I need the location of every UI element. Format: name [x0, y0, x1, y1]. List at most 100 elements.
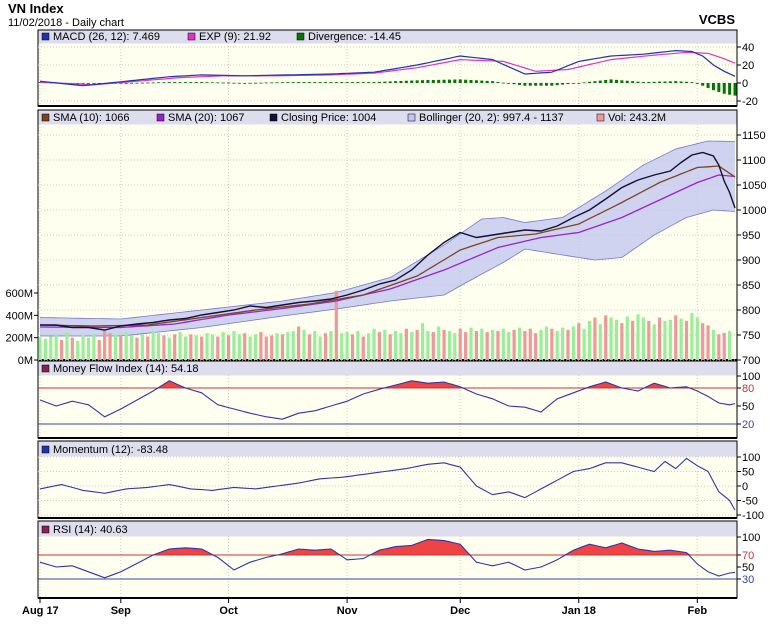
- rsi-legend-bar: [38, 521, 737, 537]
- divergence-bar: [588, 81, 592, 83]
- divergence-bar: [604, 80, 608, 83]
- sma10-line: [39, 165, 736, 327]
- mfi-tick-label: 20: [742, 419, 754, 431]
- divergence-bar: [297, 82, 301, 83]
- volume-bar: [334, 290, 338, 360]
- volume-bar: [674, 315, 678, 360]
- divergence-bar: [571, 83, 575, 84]
- volume-bar: [124, 332, 128, 360]
- volume-bar: [156, 333, 161, 360]
- volume-bar: [534, 333, 538, 360]
- divergence-bar: [652, 81, 656, 83]
- divergence-bar: [421, 80, 425, 83]
- rsi-line: [39, 538, 736, 579]
- volume-bar: [367, 333, 371, 360]
- volume-bar: [323, 333, 328, 360]
- chart-title: VN Index: [8, 1, 64, 16]
- sma10-legend-swatch: [41, 113, 50, 122]
- volume-bar: [711, 329, 716, 360]
- volume-bar: [113, 334, 118, 360]
- divergence-bar: [690, 82, 694, 83]
- volume-bar: [507, 332, 511, 360]
- sma20-legend-text: SMA (20): 1067: [168, 112, 244, 124]
- rsi-legend-swatch: [41, 525, 50, 534]
- volume-bar: [383, 329, 387, 360]
- volume-bar: [210, 334, 215, 360]
- volume-bar: [253, 334, 258, 360]
- closing-price-line: [40, 151, 736, 331]
- momentum-line: [39, 457, 736, 511]
- signal-line: [39, 51, 736, 86]
- divergence-bar: [701, 83, 705, 86]
- momentum-tick-label: 0: [742, 481, 748, 493]
- volume-bar: [464, 332, 468, 360]
- divergence-bar: [679, 81, 683, 83]
- mfi-line: [39, 380, 736, 420]
- volume-bar: [539, 329, 543, 360]
- divergence-bar: [614, 79, 618, 83]
- volume-bar: [307, 334, 311, 360]
- volume-bar: [388, 334, 392, 360]
- volume-bar: [566, 329, 570, 360]
- divergence-bar: [356, 82, 360, 83]
- volume-bar: [226, 335, 231, 360]
- macd-legend-bar: [38, 30, 737, 44]
- divergence-bar: [550, 83, 554, 86]
- volume-bar: [485, 332, 489, 360]
- divergence-bar: [302, 82, 306, 83]
- divergence-bar: [318, 82, 322, 83]
- divergence-bar: [248, 82, 252, 84]
- mfi-legend-swatch: [41, 364, 50, 373]
- divergence-bar: [598, 80, 602, 83]
- divergence-bar: [674, 81, 678, 83]
- divergence-bar: [399, 80, 403, 83]
- volume-bar: [221, 332, 225, 360]
- brand-label: VCBS: [699, 12, 735, 27]
- divergence-bar: [501, 82, 505, 84]
- divergence-bar: [270, 82, 274, 84]
- divergence-bar: [442, 79, 446, 83]
- volume-legend-text: Vol: 243.2M: [608, 112, 666, 124]
- volume-bar: [636, 314, 640, 360]
- divergence-bar: [593, 81, 597, 83]
- price-axis-tick-label: 1100: [742, 155, 766, 167]
- volume-bar: [162, 335, 166, 360]
- divergence-bar: [566, 83, 570, 85]
- divergence-bar: [81, 83, 85, 84]
- divergence-bar: [173, 82, 177, 83]
- divergence-bar: [523, 83, 527, 86]
- divergence-bar: [286, 82, 290, 83]
- divergence-bar: [183, 82, 187, 83]
- momentum-legend: Momentum (12): -83.48: [41, 444, 168, 456]
- momentum-legend-text: Momentum (12): -83.48: [53, 444, 168, 456]
- divergence-bar: [345, 82, 349, 83]
- mfi-legend-text: Money Flow Index (14): 54.18: [53, 363, 199, 375]
- volume-bar: [81, 335, 85, 360]
- volume-bar: [442, 329, 446, 360]
- volume-bar: [377, 332, 382, 360]
- divergence-bar: [491, 81, 495, 83]
- volume-bar: [38, 337, 42, 360]
- momentum-legend-swatch: [41, 445, 50, 454]
- macd-legend: MACD (26, 12): 7.469 EXP (9): 21.92 Dive…: [41, 31, 401, 43]
- volume-bar: [345, 332, 349, 360]
- bollinger-legend-text: Bollinger (20, 2): 997.4 - 1137: [419, 112, 564, 124]
- volume-bar: [313, 330, 317, 360]
- divergence-bar: [97, 83, 101, 84]
- volume-bar: [496, 330, 500, 360]
- divergence-bar: [361, 82, 365, 83]
- volume-bar: [458, 328, 462, 360]
- volume-bar: [523, 330, 527, 360]
- volume-bar: [571, 326, 575, 360]
- divergence-bar: [582, 82, 586, 84]
- macd-legend-text: MACD (26, 12): 7.469: [53, 31, 160, 43]
- volume-bar: [420, 323, 425, 360]
- volume-tick-label: 600M: [5, 288, 33, 300]
- divergence-bar: [561, 83, 565, 85]
- volume-bar: [361, 336, 365, 360]
- divergence-bar: [415, 80, 419, 83]
- volume-bar: [399, 333, 403, 360]
- mfi-tick-label: 80: [742, 383, 754, 395]
- macd-legend-swatch: [41, 32, 50, 41]
- divergence-bar: [722, 83, 726, 94]
